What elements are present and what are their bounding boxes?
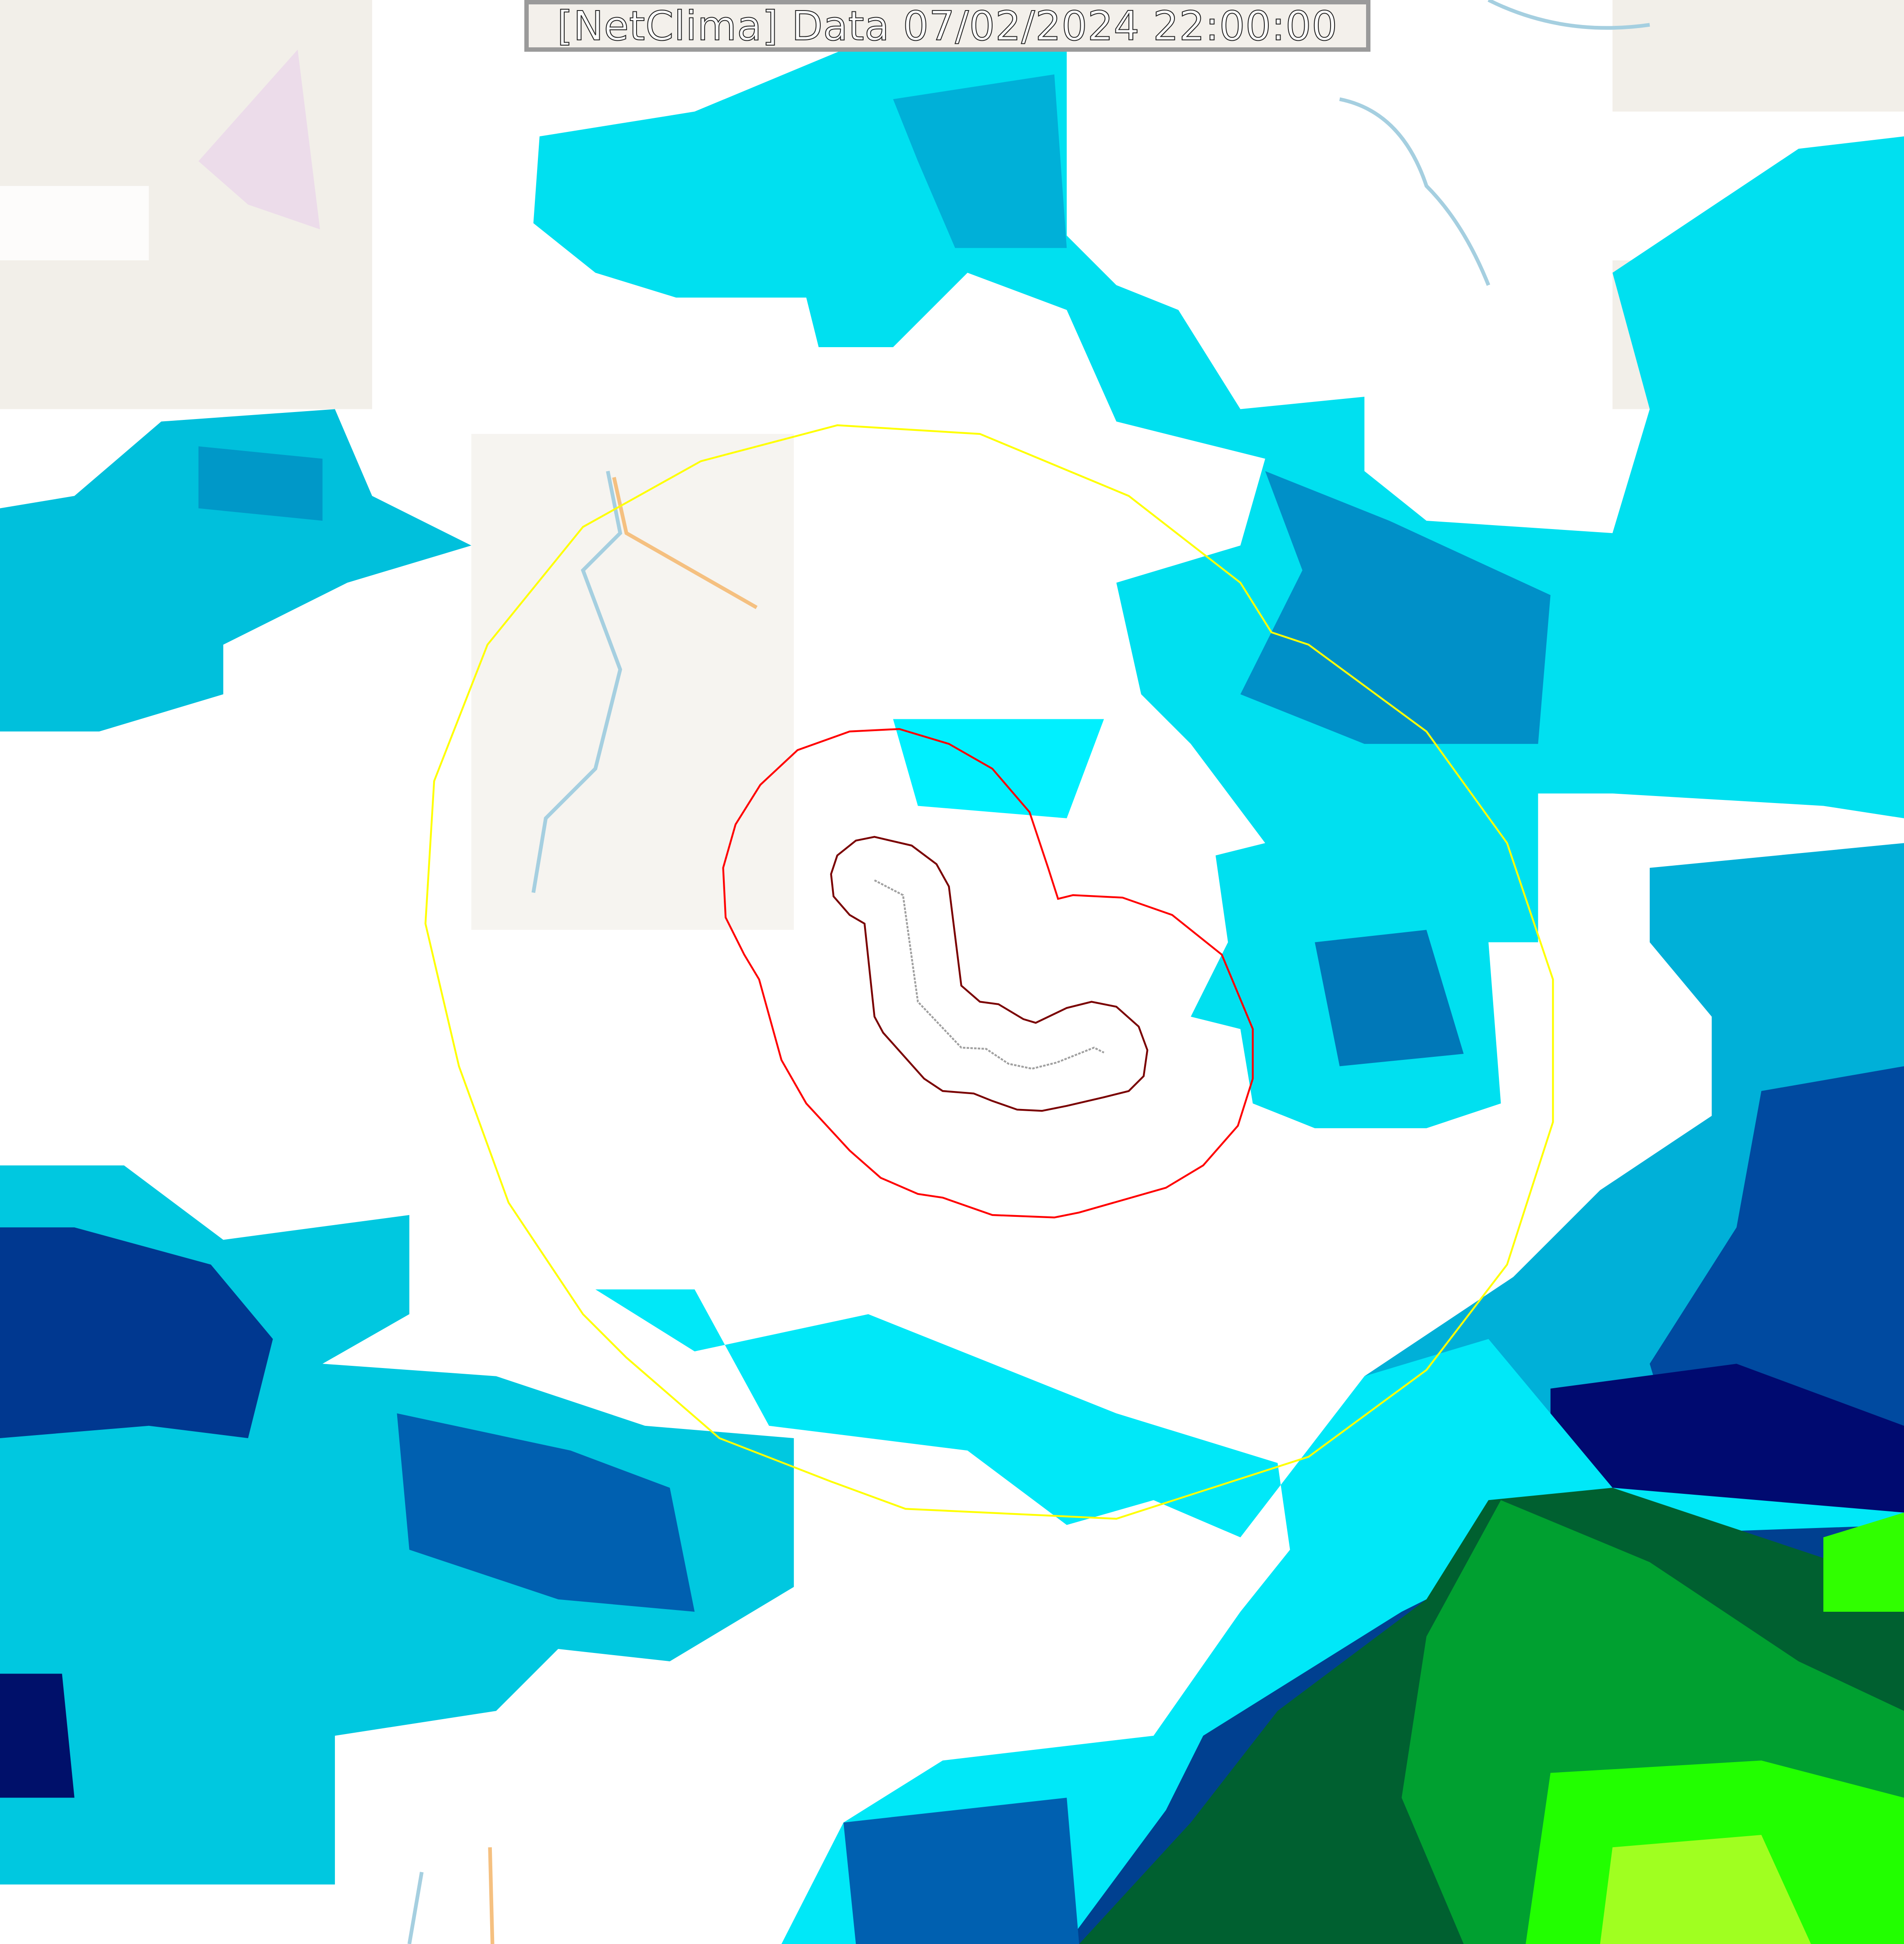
storm-track[interactable] [874,879,1105,1070]
rain-cell [1240,471,1551,744]
inner-area-ring[interactable] [722,728,1254,1219]
core-area-ring[interactable] [830,836,1149,1112]
rain-cell [533,50,1904,1128]
rain-cell [843,1798,1079,1944]
rain-cell [893,74,1067,248]
title-banner: [NetClima] Data 07/02/2024 22:00:00 [524,0,1370,52]
rain-cell [0,409,472,732]
rain-cell [198,446,323,521]
outer-area-ring[interactable] [424,424,1554,1520]
rain-cell [1315,930,1464,1066]
park-area [198,50,320,230]
roads [488,477,758,1944]
map-title: [NetClima] Data 07/02/2024 22:00:00 [557,2,1338,50]
radar-precipitation [0,50,1904,1944]
rain-cell [397,1413,695,1612]
rivers [407,0,1650,1944]
rain-cell [0,1227,273,1438]
rain-cell [1600,1835,1811,1944]
rain-cell [1823,1512,1904,1612]
rain-cell [0,1674,75,1798]
